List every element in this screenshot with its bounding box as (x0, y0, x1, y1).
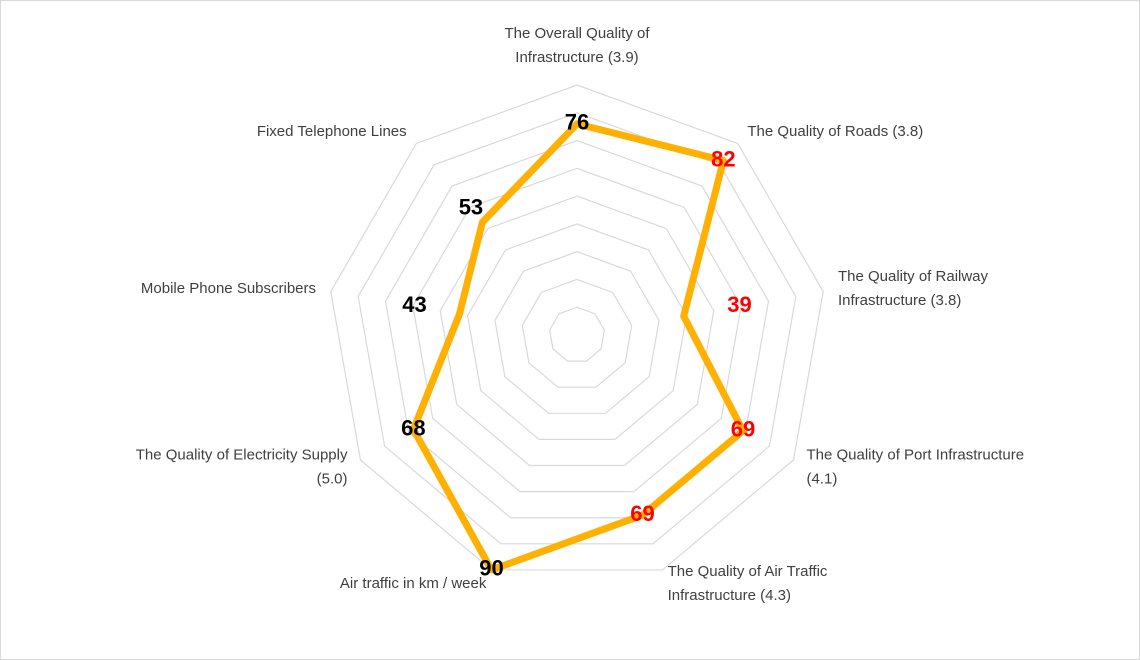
value-label: 68 (401, 415, 425, 440)
grid-ring (357, 112, 797, 545)
value-label: 69 (630, 501, 654, 526)
category-label: The Quality of Railway (838, 268, 989, 285)
value-label: 76 (565, 110, 589, 135)
value-label: 43 (402, 292, 426, 317)
category-label: Infrastructure (4.3) (668, 587, 791, 604)
value-label: 53 (459, 194, 483, 219)
value-label: 69 (731, 417, 755, 442)
category-label: Infrastructure (3.9) (515, 49, 638, 66)
category-label: The Quality of Electricity Supply (136, 446, 348, 463)
grid-ring (439, 195, 715, 467)
grid-ring (412, 167, 742, 493)
value-label: 82 (711, 146, 735, 171)
value-label: 90 (479, 556, 503, 581)
value-label: 39 (727, 292, 751, 317)
category-label: The Quality of Air Traffic (668, 563, 828, 580)
category-label: (4.1) (806, 470, 837, 487)
grid-ring (384, 139, 770, 519)
category-label: Air traffic in km / week (340, 575, 487, 592)
grid-ring (466, 223, 688, 441)
series-line (409, 120, 747, 574)
category-label: Fixed Telephone Lines (257, 123, 407, 140)
category-label: Infrastructure (3.8) (838, 292, 961, 309)
category-label: The Quality of Roads (3.8) (747, 123, 923, 140)
category-label: Mobile Phone Subscribers (141, 280, 316, 297)
category-label: The Overall Quality of (504, 25, 650, 42)
category-label: (5.0) (317, 470, 348, 487)
category-label: The Quality of Port Infrastructure (806, 446, 1024, 463)
grid-ring (330, 84, 824, 571)
grid-ring (494, 251, 660, 414)
grid-ring (549, 306, 605, 362)
grid-ring (521, 278, 633, 388)
